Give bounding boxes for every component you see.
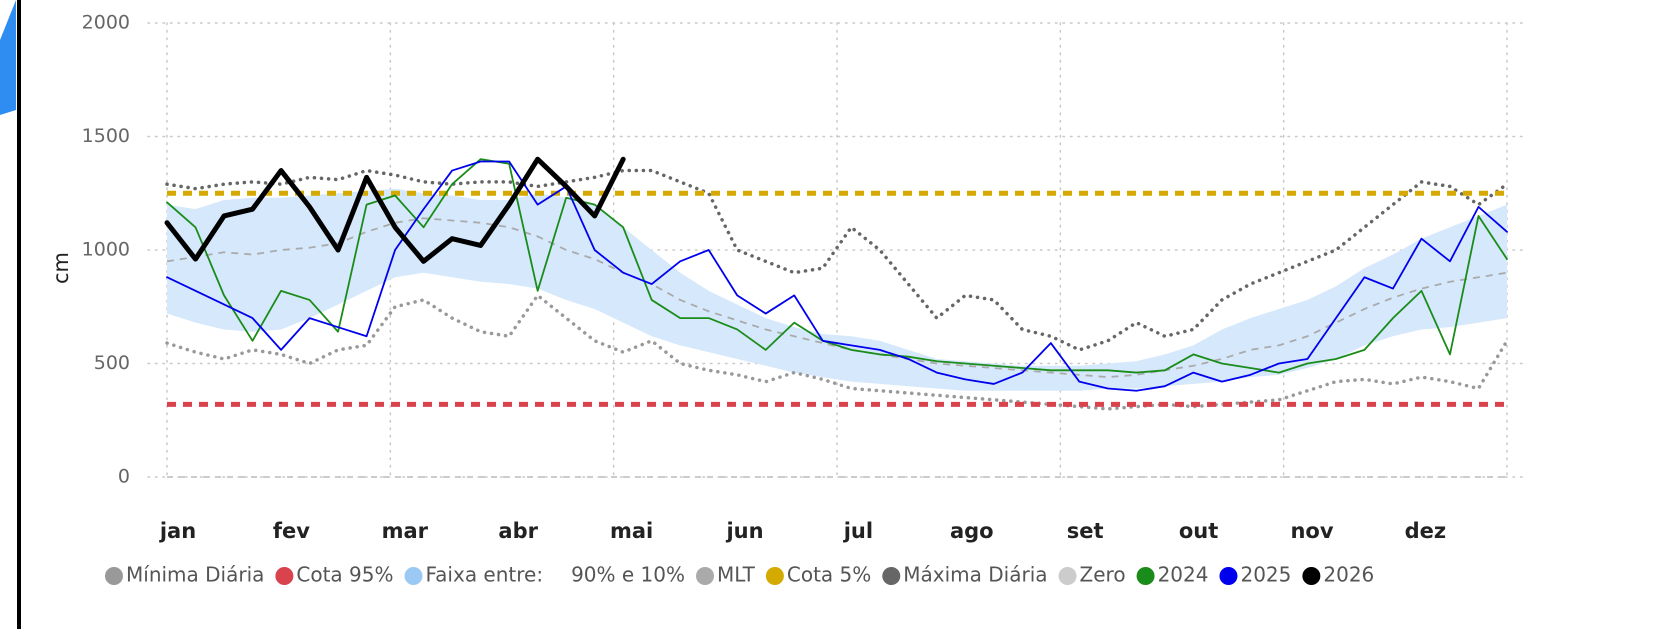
legend-marker [1058, 567, 1077, 585]
legend-label: Cota 5% [787, 563, 871, 587]
x-tick-label: jan [159, 519, 196, 543]
y-axis-label: cm [49, 252, 73, 284]
y-tick-label: 0 [118, 466, 130, 488]
x-tick-label: abr [498, 519, 538, 543]
legend-label: Mínima Diária [126, 563, 264, 587]
legend-label: Zero [1080, 563, 1126, 587]
x-tick-label: mar [382, 519, 429, 543]
legend-range-label: 90% e 10% [571, 563, 685, 587]
x-tick-label: nov [1290, 519, 1333, 543]
side-tab [0, 0, 16, 115]
legend-label: MLT [717, 563, 756, 587]
legend-marker [275, 567, 294, 585]
series-line [166, 158, 1508, 374]
series-line [165, 293, 1509, 411]
band-area [167, 188, 1507, 391]
series-line [165, 168, 1509, 352]
legend-marker [1219, 567, 1238, 585]
x-tick-label: dez [1405, 519, 1447, 543]
legend-label: 2025 [1240, 563, 1291, 587]
y-tick-label: 500 [94, 352, 130, 374]
y-tick-label: 2000 [82, 12, 130, 34]
legend-marker [765, 567, 784, 585]
legend-label: Cota 95% [296, 563, 393, 587]
y-tick-label: 1500 [82, 125, 130, 147]
legend-marker [1136, 567, 1155, 585]
x-tick-label: set [1067, 519, 1104, 543]
x-tick-label: jul [843, 519, 873, 543]
legend-label: Máxima Diária [903, 563, 1047, 587]
series-line [164, 156, 626, 264]
legend-marker [404, 567, 423, 585]
y-tick-label: 1000 [82, 239, 130, 261]
legend: Mínima Diária Cota 95% Faixa entre: 90% e 1… [105, 563, 1374, 587]
legend-marker [696, 567, 715, 585]
x-tick-label: jun [725, 519, 763, 543]
x-tick-label: out [1179, 519, 1218, 543]
series-line [166, 160, 1508, 392]
x-tick-label: mai [610, 519, 653, 543]
plot-area [164, 156, 1509, 478]
legend-marker [882, 567, 901, 585]
legend-marker [105, 567, 123, 585]
series-line [166, 217, 1508, 379]
legend-label: 2024 [1158, 563, 1209, 587]
legend-label: 2026 [1323, 563, 1374, 587]
x-tick-label: fev [273, 519, 310, 543]
grid: 0 500 1000 1500 2000 jan fev mar abr mai jun jul ago… [82, 12, 1526, 543]
legend-marker [1302, 567, 1321, 585]
x-tick-label: ago [950, 519, 994, 543]
legend-label: Faixa entre: [426, 563, 544, 587]
